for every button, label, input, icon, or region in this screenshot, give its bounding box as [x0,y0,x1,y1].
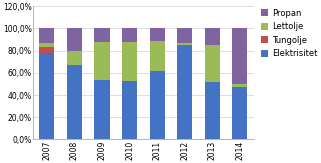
Bar [122,81,137,140]
Bar [67,51,82,65]
Bar [67,29,82,51]
Bar [205,82,220,140]
Bar [39,29,55,43]
Legend: Propan, Lettolje, Tungolje, Elektrisitet: Propan, Lettolje, Tungolje, Elektrisitet [260,8,318,59]
Bar [150,71,165,140]
Bar [177,45,192,140]
Bar [232,84,247,87]
Bar [39,43,55,47]
Bar [232,87,247,140]
Bar [67,65,82,140]
Bar [232,29,247,84]
Bar [177,43,192,45]
Bar [94,80,109,140]
Bar [205,29,220,45]
Bar [205,45,220,82]
Bar [94,29,109,42]
Bar [39,47,55,53]
Bar [177,29,192,43]
Bar [150,29,165,41]
Bar [122,42,137,81]
Bar [122,29,137,42]
Bar [94,42,109,80]
Bar [39,53,55,140]
Bar [150,41,165,71]
